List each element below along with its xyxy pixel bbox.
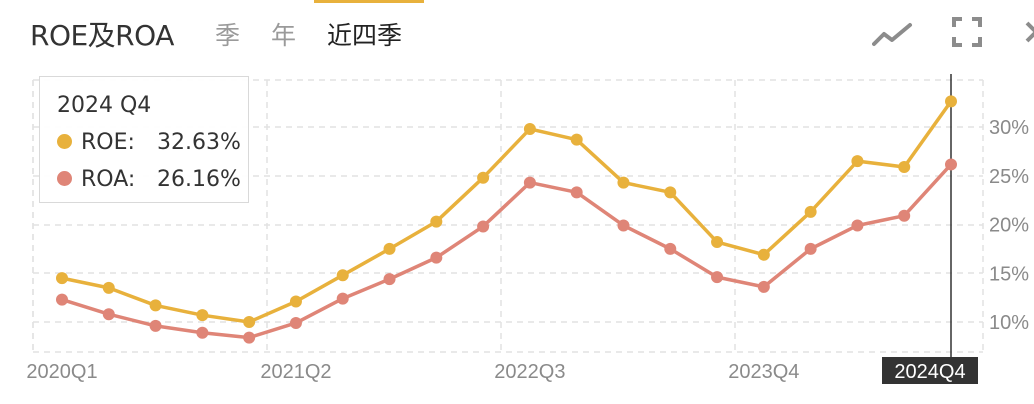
tooltip-row-roa: ROA: 26.16% (57, 167, 241, 192)
roa-data-point (243, 331, 256, 344)
roe-data-point (477, 171, 490, 184)
tab-last-four-quarters[interactable]: 近四季 (327, 21, 403, 50)
y-axis: 10% 15% 20% 25% 30% (989, 117, 1029, 334)
roa-data-point (383, 273, 396, 286)
roe-data-point (851, 155, 864, 168)
roa-data-point (196, 326, 209, 339)
roa-data-point (149, 319, 162, 332)
tooltip-roa-value: 26.16% (157, 167, 241, 192)
roa-data-point (289, 316, 302, 329)
roa-data-point (430, 251, 443, 264)
roe-data-point (430, 215, 443, 228)
x-axis: 2020Q1 2021Q2 2022Q3 2023Q4 2024Q4 (26, 357, 978, 384)
tooltip-roa-label: ROA: (81, 167, 136, 192)
x-tick-label: 2020Q1 (26, 361, 97, 383)
active-tab-indicator (314, 0, 424, 3)
roa-data-point (664, 242, 677, 255)
roe-data-point (804, 205, 817, 218)
roa-data-point (851, 219, 864, 232)
roe-data-point (56, 272, 68, 285)
y-tick-label: 30% (989, 117, 1029, 139)
roe-series-line (61, 100, 953, 324)
roa-data-point (945, 158, 957, 171)
x-tick-label: 2021Q2 (260, 361, 331, 383)
roe-data-point (383, 242, 396, 255)
line-chart-icon[interactable] (872, 22, 914, 52)
roa-data-point (336, 292, 349, 305)
highlight-x-label-bg (882, 357, 978, 384)
roe-data-point (102, 281, 115, 294)
y-tick-label: 10% (989, 312, 1029, 334)
roa-data-point (898, 209, 911, 222)
roe-data-point (289, 295, 302, 308)
roe-data-point (149, 299, 162, 312)
roe-data-point (570, 133, 583, 146)
roa-data-point (804, 242, 817, 255)
y-tick-label: 20% (989, 215, 1029, 237)
roa-data-point (757, 280, 770, 293)
roa-data-point (617, 219, 630, 232)
roa-data-point (56, 293, 68, 306)
roe-data-point (196, 309, 209, 322)
x-tick-label: 2023Q4 (728, 361, 799, 383)
tooltip-roe-value: 32.63% (157, 130, 241, 155)
y-tick-label: 15% (989, 263, 1029, 285)
roe-legend-dot (57, 134, 72, 149)
roa-legend-dot (57, 171, 72, 186)
roe-data-point (757, 248, 770, 261)
roe-data-point (617, 176, 630, 189)
roe-data-point (243, 316, 256, 328)
chart-title: ROE及ROA (30, 19, 174, 52)
roa-data-point (102, 308, 115, 321)
roe-data-point (945, 95, 957, 108)
tooltip: 2024 Q4 ROE: 32.63% ROA: 26.16% (39, 76, 249, 203)
series-layer (56, 95, 957, 344)
tab-quarter[interactable]: 季 (215, 21, 241, 50)
roa-data-point (477, 220, 490, 233)
roe-data-point (664, 186, 677, 199)
roe-data-point (711, 236, 724, 249)
roa-data-point (523, 176, 536, 189)
tooltip-row-roe: ROE: 32.63% (57, 130, 241, 155)
highlight-x-label: 2024Q4 (894, 361, 965, 383)
y-tick-label: 25% (989, 166, 1029, 188)
roa-data-point (711, 271, 724, 284)
roe-data-point (523, 122, 536, 135)
roa-series-line (61, 163, 953, 340)
tooltip-title: 2024 Q4 (57, 93, 152, 118)
roe-data-point (336, 269, 349, 282)
close-icon[interactable] (1024, 20, 1034, 48)
fullscreen-icon[interactable] (952, 17, 982, 51)
tooltip-roe-label: ROE: (81, 130, 135, 155)
tab-year[interactable]: 年 (271, 21, 297, 50)
chart-header: ROE及ROA 季 年 近四季 (0, 0, 1034, 70)
roe-data-point (898, 160, 911, 173)
roa-data-point (570, 186, 583, 199)
x-tick-label: 2022Q3 (494, 361, 565, 383)
